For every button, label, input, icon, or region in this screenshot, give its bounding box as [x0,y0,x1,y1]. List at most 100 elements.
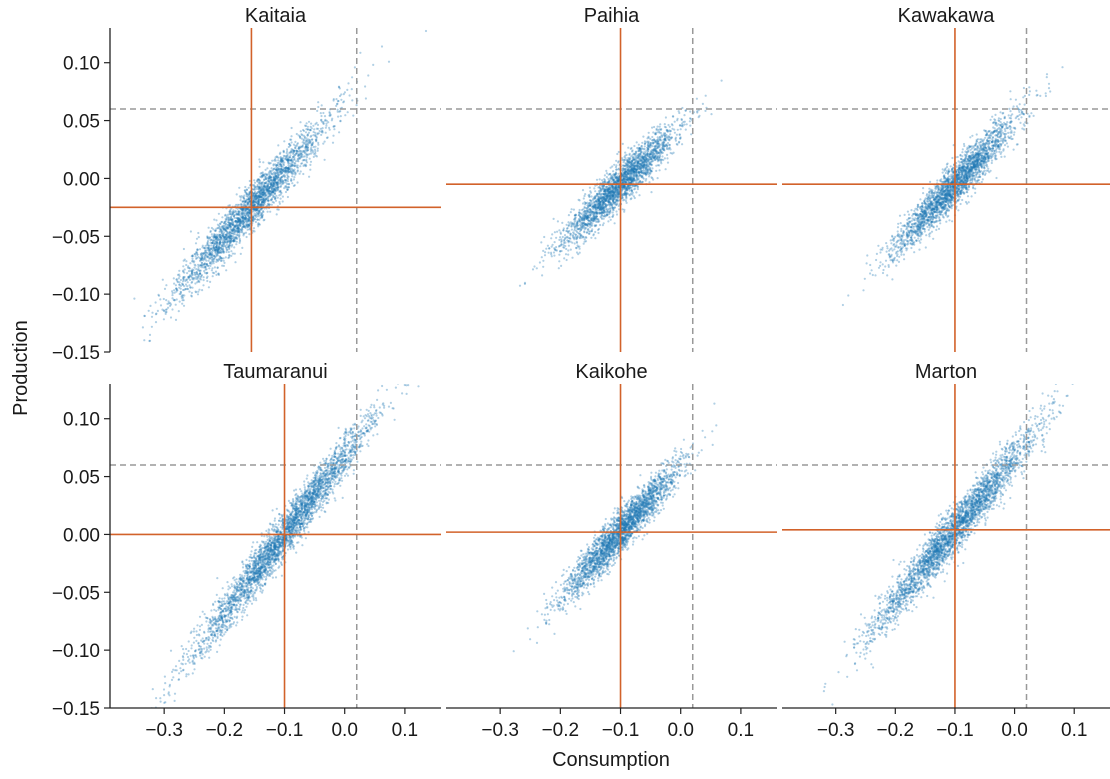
scatter-point [603,199,605,201]
scatter-point [262,204,264,206]
scatter-point [658,159,660,161]
scatter-point [167,307,169,309]
scatter-point [625,157,627,159]
scatter-point [557,220,559,222]
scatter-point [630,168,632,170]
scatter-point [683,114,685,116]
scatter-point [599,178,601,180]
scatter-point [674,132,676,134]
scatter-point [618,151,620,153]
scatter-point [279,163,281,165]
scatter-point [582,189,584,191]
scatter-point [328,127,330,129]
scatter-point [258,223,260,225]
scatter-point [249,180,251,182]
scatter-point [658,164,660,166]
scatter-point [313,131,315,133]
scatter-point [217,224,219,226]
scatter-point [553,251,555,253]
scatter-point [278,194,280,196]
scatter-point [239,195,241,197]
scatter-point [258,198,260,200]
scatter-point [596,179,598,181]
scatter-point [267,191,269,193]
scatter-point [309,169,311,171]
scatter-point [299,165,301,167]
scatter-point [612,170,614,172]
scatter-point [540,241,542,243]
scatter-point [306,122,308,124]
scatter-point [607,209,609,211]
scatter-point [580,229,582,231]
scatter-point [262,171,264,173]
scatter-point [305,150,307,152]
scatter-point [273,163,275,165]
scatter-point [633,168,635,170]
scatter-point [611,185,613,187]
scatter-point [634,159,636,161]
scatter-point [583,197,585,199]
scatter-point [269,171,271,173]
scatter-point [302,156,304,158]
scatter-point [600,217,602,219]
scatter-point [254,204,256,206]
scatter-point [286,150,288,152]
scatter-point [174,292,176,294]
scatter-point [626,202,628,204]
scatter-point [582,215,584,217]
scatter-point [570,221,572,223]
scatter-point [352,115,354,117]
scatter-point [583,243,585,245]
scatter-point [293,144,295,146]
scatter-point [594,205,596,207]
scatter-point [207,256,209,258]
scatter-point [598,186,600,188]
scatter-point [638,194,640,196]
scatter-point [566,236,568,238]
scatter-point [607,196,609,198]
scatter-point [656,153,658,155]
scatter-point [555,237,557,239]
scatter-point [648,181,650,183]
scatter-point [218,259,220,261]
panel-paihia: Paihia [446,5,777,352]
scatter-point [638,158,640,160]
scatter-point [183,285,185,287]
y-tick-label: 0.10 [63,54,100,75]
scatter-point [221,265,223,267]
scatter-point [608,216,610,218]
scatter-point [195,268,197,270]
scatter-point [290,178,292,180]
scatter-point [356,104,358,106]
scatter-point [225,238,227,240]
scatter-point [243,200,245,202]
scatter-point [281,176,283,178]
scatter-point [197,249,199,251]
scatter-point [591,195,593,197]
scatter-point [211,227,213,229]
scatter-point [208,247,210,249]
scatter-point [253,179,255,181]
scatter-point [242,234,244,236]
scatter-point [584,193,586,195]
scatter-point [276,213,278,215]
scatter-point [320,115,322,117]
scatter-point [225,214,227,216]
scatter-point [601,179,603,181]
scatter-point [211,259,213,261]
scatter-point [280,185,282,187]
scatter-point [648,175,650,177]
scatter-point [559,250,561,252]
scatter-point [626,154,628,156]
scatter-point [163,298,165,300]
scatter-point [342,101,344,103]
scatter-point [685,129,687,131]
scatter-point [568,225,570,227]
scatter-point [173,289,175,291]
scatter-point [641,147,643,149]
scatter-point [254,182,256,184]
scatter-point [617,161,619,163]
scatter-point [234,217,236,219]
scatter-point [642,157,644,159]
scatter-point [332,142,334,144]
